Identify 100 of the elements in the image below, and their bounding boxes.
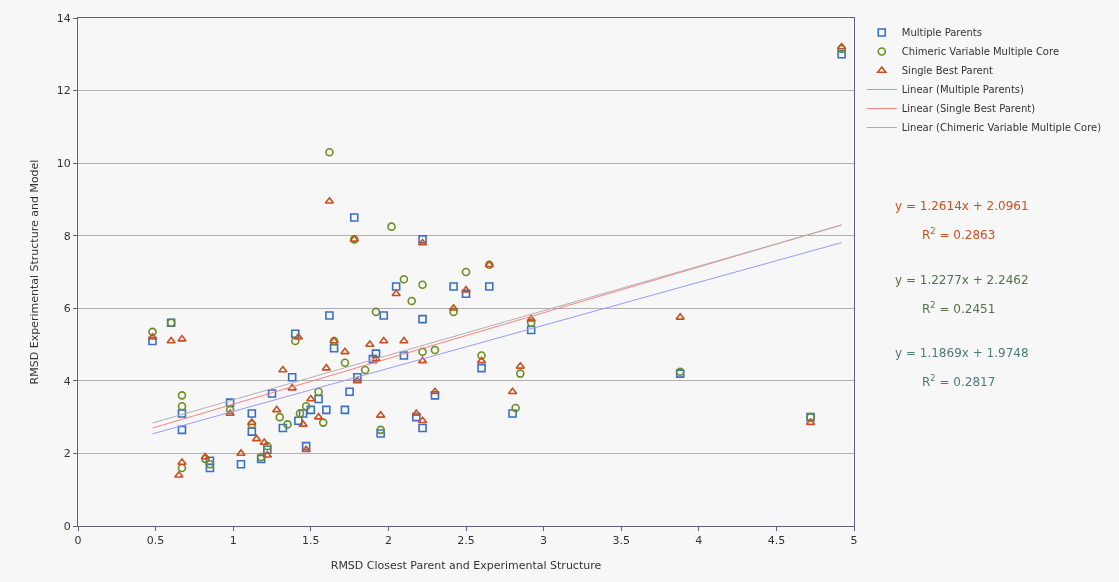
- point: [371, 307, 381, 317]
- point: [507, 387, 518, 395]
- y-tick-label: 6: [63, 302, 71, 316]
- point: [484, 282, 494, 291]
- point: [430, 391, 440, 400]
- point: [412, 412, 421, 422]
- x-tick-label: 2: [384, 534, 392, 548]
- point: [391, 289, 401, 297]
- point: [314, 387, 323, 397]
- point: [177, 401, 187, 411]
- point: [174, 470, 184, 478]
- point: [318, 418, 328, 427]
- point: [378, 336, 389, 344]
- y-axis-title: RMSD Experimental Structure and Model: [28, 159, 42, 385]
- point: [526, 314, 537, 322]
- point: [267, 389, 277, 398]
- point: [324, 196, 335, 204]
- point: [417, 356, 428, 364]
- point: [418, 314, 427, 324]
- point: [177, 458, 187, 466]
- point: [301, 445, 311, 453]
- x-tick-label: 4: [695, 534, 703, 548]
- point: [349, 213, 359, 222]
- point: [325, 147, 334, 157]
- text: R$^{2}$ = 0.2817: [922, 373, 996, 390]
- point: [287, 383, 298, 391]
- point: [805, 418, 816, 426]
- point: [205, 460, 215, 469]
- y-tick-label: 0: [63, 519, 71, 533]
- legend-label: Linear (Chimeric Variable Multiple Core): [901, 122, 1102, 134]
- point: [399, 351, 409, 360]
- legend-label: Single Best Parent: [901, 65, 994, 77]
- x-tick-label: 1: [229, 534, 237, 548]
- point: [360, 365, 370, 375]
- point: [477, 363, 486, 373]
- point: [236, 460, 246, 469]
- point: [313, 412, 324, 420]
- point: [391, 282, 401, 291]
- y-tick-label: 10: [56, 156, 71, 170]
- x-tick-label: 4.5: [767, 534, 786, 548]
- point: [340, 347, 350, 355]
- point: [225, 409, 235, 417]
- point: [418, 280, 427, 289]
- point: [177, 334, 187, 342]
- point: [340, 405, 350, 415]
- point: [371, 349, 381, 358]
- y-tick-label: 14: [56, 11, 71, 25]
- legend-label: Linear (Multiple Parents): [901, 84, 1025, 96]
- point: [247, 409, 257, 418]
- point: [387, 222, 396, 231]
- x-tick-label: 2.5: [457, 534, 475, 548]
- point: [305, 394, 316, 402]
- legend-label: Chimeric Variable Multiple Core: [901, 46, 1060, 58]
- x-tick-label: 0: [74, 534, 82, 548]
- point: [461, 285, 471, 293]
- point: [225, 398, 235, 407]
- point: [430, 345, 440, 355]
- point: [263, 441, 272, 451]
- point: [177, 425, 187, 435]
- point: [200, 452, 211, 460]
- point: [290, 329, 300, 338]
- point: [177, 409, 187, 418]
- point: [306, 405, 316, 415]
- point: [205, 456, 215, 465]
- point: [275, 412, 285, 422]
- point: [353, 372, 362, 382]
- point: [166, 336, 176, 344]
- point: [364, 340, 375, 348]
- point: [322, 405, 331, 415]
- y-tick-label: 8: [63, 229, 71, 243]
- point: [476, 356, 487, 364]
- point: [278, 365, 288, 373]
- point: [251, 434, 262, 442]
- point: [449, 307, 458, 317]
- point: [418, 423, 427, 433]
- point: [516, 369, 525, 378]
- point: [407, 296, 416, 306]
- y-tick-label: 2: [63, 447, 71, 461]
- point: [449, 282, 458, 291]
- x-tick-label: 3.5: [612, 534, 630, 548]
- point: [399, 274, 409, 284]
- text: y = 1.2277x + 2.2462: [895, 273, 1029, 287]
- x-tick-label: 1.5: [302, 534, 320, 548]
- point: [329, 343, 339, 353]
- point: [836, 42, 847, 50]
- point: [461, 267, 471, 277]
- x-tick-label: 0.5: [146, 534, 165, 548]
- point: [314, 394, 323, 404]
- point: [271, 405, 282, 413]
- point: [301, 401, 311, 411]
- legend-label: Multiple Parents: [901, 27, 982, 39]
- point: [278, 423, 288, 433]
- point: [448, 303, 459, 311]
- point: [283, 420, 292, 429]
- point: [376, 425, 385, 435]
- y-tick-label: 12: [56, 84, 71, 98]
- point: [345, 387, 354, 397]
- text: R$^{2}$ = 0.2451: [922, 300, 996, 317]
- point: [508, 409, 517, 418]
- point: [321, 363, 332, 371]
